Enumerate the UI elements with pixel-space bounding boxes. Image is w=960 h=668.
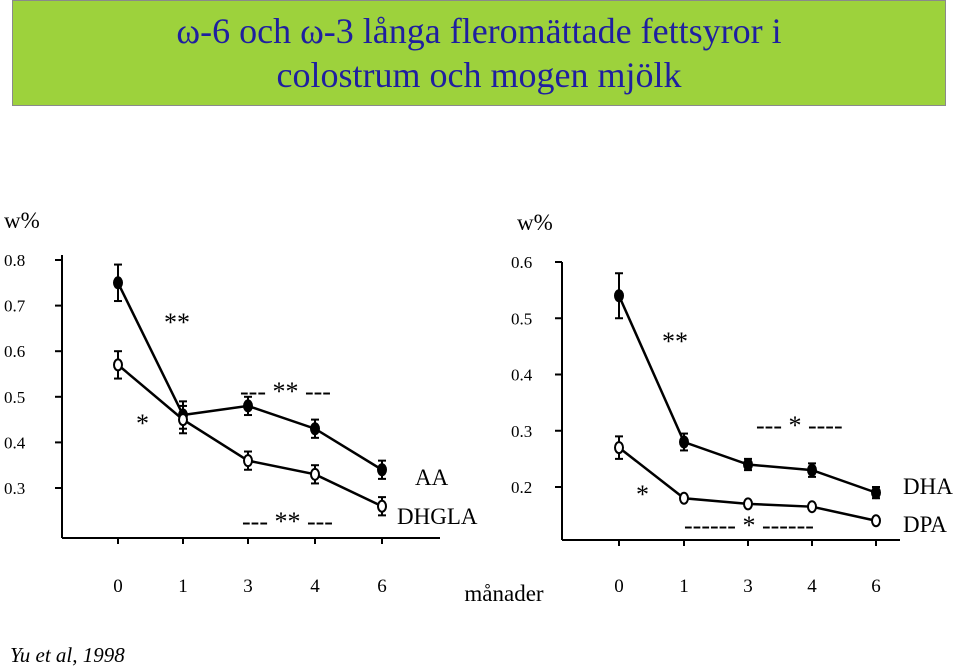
significance-annotation: ------ * ------: [684, 511, 814, 540]
y-tick-label: 0.5: [511, 309, 532, 328]
x-tick-label: 3: [743, 576, 753, 597]
title-line-1: ω-6 och ω-3 långa fleromättade fettsyror…: [176, 11, 782, 51]
data-point-dhgla: [113, 358, 123, 372]
significance-annotation: *: [136, 409, 149, 438]
y-tick-label: 0.6: [4, 342, 25, 361]
data-point-dpa: [679, 491, 689, 505]
significance-annotation: --- ** ---: [242, 507, 333, 536]
y-tick-label: 0.2: [511, 478, 532, 497]
data-point-dpa: [614, 441, 624, 455]
data-point-dpa: [743, 497, 753, 511]
significance-annotation: --- ** ---: [240, 377, 331, 406]
data-point-dpa: [871, 514, 881, 528]
y-axis-unit: w%: [4, 208, 40, 233]
data-point-dhgla: [178, 413, 188, 427]
citation: Yu et al, 1998: [10, 643, 125, 667]
y-tick-label: 0.4: [4, 433, 26, 452]
x-tick-label: 0: [614, 576, 624, 597]
significance-annotation: *: [636, 480, 649, 509]
data-point-aa: [243, 399, 253, 413]
data-point-dha: [807, 463, 817, 477]
data-point-dha: [743, 458, 753, 471]
x-tick-label: 6: [377, 576, 387, 597]
y-axis-unit: w%: [517, 210, 553, 235]
y-tick-label: 0.5: [4, 388, 25, 407]
data-point-dha: [871, 486, 881, 500]
y-tick-label: 0.6: [511, 253, 532, 272]
y-tick-label: 0.4: [511, 366, 533, 385]
series-label: DPA: [903, 512, 947, 537]
significance-annotation: **: [164, 308, 190, 337]
series-label: DHA: [903, 474, 953, 499]
data-point-dha: [679, 435, 689, 449]
title-banner: ω-6 och ω-3 långa fleromättade fettsyror…: [12, 0, 946, 106]
x-tick-label: 1: [679, 576, 689, 597]
x-tick-label: 4: [807, 576, 817, 597]
y-tick-label: 0.8: [4, 251, 25, 270]
data-point-aa: [113, 276, 123, 290]
title-line-2: colostrum och mogen mjölk: [276, 55, 682, 95]
x-tick-label: 1: [178, 576, 188, 597]
y-tick-label: 0.7: [4, 297, 26, 316]
data-point-dhgla: [377, 499, 387, 513]
y-tick-label: 0.3: [4, 479, 25, 498]
data-point-aa: [377, 463, 387, 477]
x-tick-label: 6: [871, 576, 881, 597]
significance-annotation: --- * ----: [756, 411, 843, 440]
series-label: AA: [415, 465, 449, 490]
data-point-dha: [614, 289, 624, 303]
significance-annotation: **: [662, 327, 688, 356]
data-point-dhgla: [310, 467, 320, 481]
x-tick-label: 3: [243, 576, 253, 597]
series-label: DHGLA: [397, 504, 478, 529]
x-tick-label: 0: [113, 576, 123, 597]
y-tick-label: 0.3: [511, 422, 532, 441]
data-point-aa: [310, 422, 320, 436]
x-tick-label: 4: [310, 576, 320, 597]
data-point-dhgla: [243, 454, 253, 468]
x-axis-label: månader: [464, 581, 544, 606]
data-point-dpa: [807, 500, 817, 514]
